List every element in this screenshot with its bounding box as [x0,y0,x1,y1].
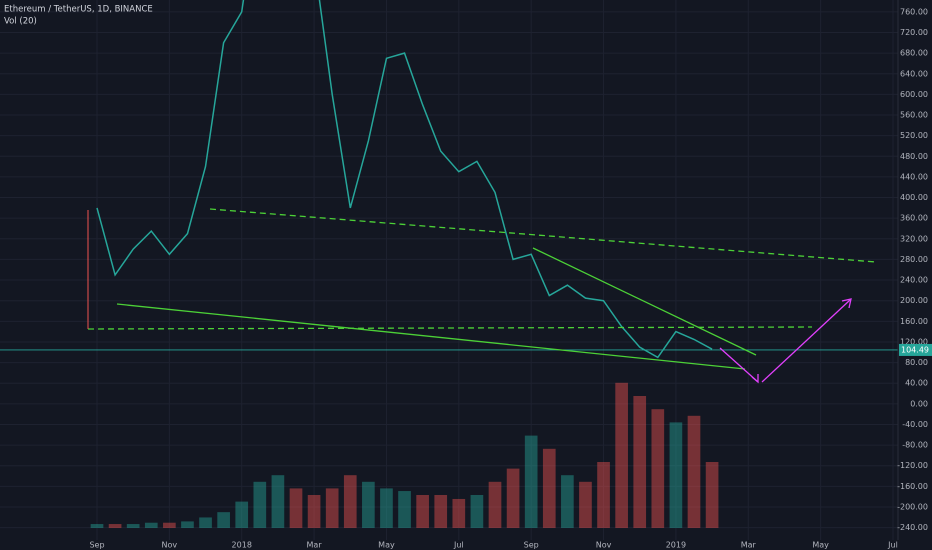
volume-bar [271,475,285,528]
volume-bar [524,435,538,528]
y-tick-label: -200.00 [897,502,928,511]
support-line [116,303,746,370]
drawings [87,208,877,384]
x-tick-label: Nov [162,541,178,550]
grid [0,0,898,540]
arrow-head [751,374,759,384]
y-tick-label: 200.00 [900,296,928,305]
volume-bar [362,481,375,528]
volume-bar [307,495,321,528]
x-tick-label: Sep [524,541,539,550]
x-tick-label: Nov [596,541,612,550]
y-tick-label: 520.00 [900,131,928,140]
x-tick-label: 2018 [232,541,252,550]
y-tick-label: 320.00 [900,234,928,243]
volume-bar [253,481,267,528]
dashed-support [87,326,813,330]
volume-bar [488,481,502,528]
volume-bar [434,495,448,528]
volume-bar [163,522,176,528]
price-tag-label: 104.49 [901,345,929,354]
volume-bar [669,422,683,528]
y-tick-label: 680.00 [900,49,928,58]
plot-area [0,0,898,528]
y-tick-label: 400.00 [900,193,928,202]
arrow-head [841,298,852,309]
volume-bar [108,524,122,528]
volume-bar [398,491,411,528]
volume-bar [90,524,104,528]
volume-bar [380,488,393,528]
volume-bar [542,448,556,528]
y-tick-label: 560.00 [900,111,928,120]
y-tick-label: 360.00 [900,214,928,223]
x-tick-label: May [378,541,395,550]
volume-bar [452,498,466,528]
y-tick-label: 160.00 [900,317,928,326]
y-tick-label: 280.00 [900,255,928,264]
y-tick-label: -120.00 [897,461,928,470]
projection-arrow-up [761,299,851,383]
y-tick-label: -40.00 [902,420,928,429]
volume-bar [126,524,140,528]
indicator-label: Vol (20) [4,17,37,27]
volume-bar [199,517,212,528]
volume-bar [506,468,520,528]
volume-bar [705,462,719,528]
volume-bar [343,475,357,528]
y-tick-label: 120.00 [900,337,928,346]
y-tick-label: 0.00 [910,399,928,408]
volume-bar [579,481,592,528]
volume-bar [416,495,429,528]
y-tick-label: 40.00 [905,379,928,388]
volume-bar [651,409,665,528]
x-tick-label: Mar [741,541,757,550]
x-tick-label: Mar [307,541,323,550]
volume-bar [217,512,230,528]
y-tick-label: 720.00 [900,28,928,37]
x-tick-label: May [812,541,829,550]
volume-bar [289,488,303,528]
y-tick-label: 640.00 [900,69,928,78]
y-tick-label: -80.00 [902,441,928,450]
y-tick-label: 480.00 [900,152,928,161]
y-tick-label: 600.00 [900,90,928,99]
volume-bar [687,415,701,528]
volume-bar [325,488,339,528]
volume-bar [633,396,647,528]
y-tick-label: 760.00 [900,7,928,16]
chart-title: Ethereum / TetherUS, 1D, BINANCE [4,5,153,15]
x-tick-label: Sep [89,541,104,550]
y-tick-label: 440.00 [900,172,928,181]
volume-bar [561,475,574,528]
y-tick-label: 80.00 [905,358,928,367]
x-tick-label: Jul [887,541,898,550]
price-axis [898,0,932,550]
resistance-line [532,247,757,356]
y-tick-label: -160.00 [897,482,928,491]
y-tick-label: 240.00 [900,276,928,285]
volume-bar [597,462,610,528]
projection-arrow-down [719,347,759,383]
volume-bar [470,495,484,528]
volume-bar [144,522,158,528]
y-tick-label: -240.00 [897,523,928,532]
volume-bar [235,501,249,528]
volume-bar [615,382,628,528]
dashed-trendline [209,208,877,263]
x-tick-label: Jul [453,541,464,550]
price-line [96,0,713,359]
x-tick-label: 2019 [666,541,686,550]
price-tag [899,343,932,356]
volume-bar [181,521,194,528]
